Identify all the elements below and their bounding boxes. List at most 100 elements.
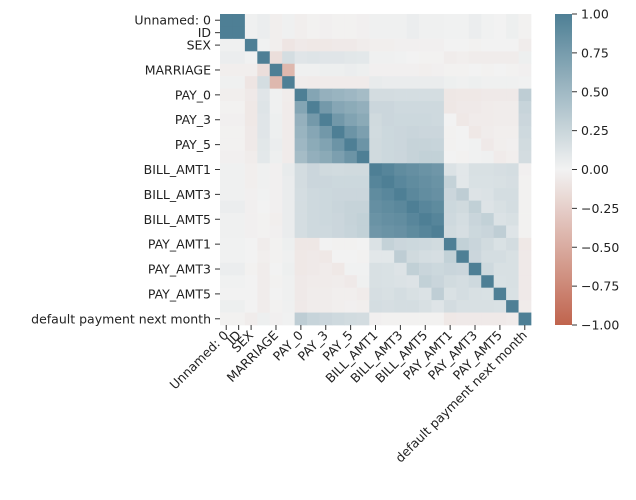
heatmap-cell [356,125,370,139]
heatmap-cell [443,300,457,313]
heatmap-cell [443,26,457,40]
heatmap-cell [481,312,495,326]
heatmap-cell [356,150,370,164]
heatmap-cell [294,88,308,102]
heatmap-cell [419,88,432,102]
heatmap-cell [331,213,345,226]
y-tick-label: BILL_AMT5 [144,212,211,227]
heatmap-cell [394,237,407,251]
heatmap-cell [381,51,395,65]
heatmap-cell [468,213,482,226]
heatmap-cell [493,237,507,251]
heatmap-cell [381,188,395,201]
heatmap-cell [493,287,507,301]
heatmap-cell [394,312,407,326]
heatmap-cell [431,14,445,27]
heatmap-cell [431,38,445,52]
heatmap-cell [244,14,258,27]
heatmap-cell [319,300,333,313]
heatmap-cell [443,76,457,89]
heatmap-cell [356,250,370,264]
heatmap-cell [394,26,407,40]
heatmap-cell [468,88,482,102]
heatmap-cell [307,113,320,127]
heatmap-cell [344,237,358,251]
heatmap-cell [481,275,495,289]
heatmap-cell [381,26,395,40]
heatmap-cell [244,163,258,177]
heatmap-cell [443,14,457,27]
heatmap-cell [468,101,482,114]
heatmap-cell [344,26,358,40]
heatmap-cell [344,88,358,102]
heatmap-cell [443,250,457,264]
heatmap-cell [220,76,233,89]
heatmap-cell [481,250,495,264]
heatmap-cell [356,138,370,152]
heatmap-cell [394,275,407,289]
x-axis-tick-labels: Unnamed: 0IDSEXMARRIAGEPAY_0PAY_3PAY_5BI… [167,325,530,465]
heatmap-cell [506,275,519,289]
heatmap-cell [356,76,370,89]
heatmap-cell [468,138,482,152]
y-tick-label: PAY_0 [175,87,211,102]
heatmap-cell [220,88,233,102]
heatmap-cell [419,237,432,251]
heatmap-cell [356,175,370,189]
heatmap-cell [319,88,333,102]
heatmap-cell [294,51,308,65]
heatmap-cell [294,300,308,313]
heatmap-cell [493,163,507,177]
heatmap-cell [493,138,507,152]
heatmap-cell [294,287,308,301]
heatmap-cell [307,312,320,326]
heatmap-cell [518,125,532,139]
heatmap-cell [406,76,420,89]
heatmap-cell [381,312,395,326]
heatmap-cell [344,14,358,27]
heatmap-cell [282,213,295,226]
colorbar-tick-label: 1.00 [581,7,609,22]
heatmap-cell [406,312,420,326]
heatmap-cell [282,237,295,251]
heatmap-cell [381,76,395,89]
heatmap-cell [456,26,470,40]
heatmap-cell [356,225,370,239]
heatmap-cell [518,88,532,102]
heatmap-cell [356,237,370,251]
heatmap-cell [518,188,532,201]
heatmap-cell [220,138,233,152]
heatmap-cell [294,14,308,27]
heatmap-cell [419,150,432,164]
heatmap-cell [506,88,519,102]
heatmap-cell [419,125,432,139]
heatmap-cell [369,63,383,77]
heatmap-cell [220,200,233,214]
heatmap-cell [319,76,333,89]
heatmap-cell [456,163,470,177]
heatmap-cell [406,213,420,226]
heatmap-cell [456,237,470,251]
heatmap-cell [331,138,345,152]
heatmap-cell [307,63,320,77]
heatmap-cell [232,163,246,177]
heatmap-cell [331,312,345,326]
heatmap-cell [468,312,482,326]
heatmap-cell [518,163,532,177]
colorbar-tick-label: −1.00 [581,318,619,333]
heatmap-cell [307,287,320,301]
heatmap-cell [506,213,519,226]
heatmap-cell [232,188,246,201]
heatmap-cell [468,200,482,214]
heatmap-cell [220,262,233,276]
heatmap-cell [431,163,445,177]
heatmap-cell [443,38,457,52]
heatmap-cell [406,51,420,65]
heatmap-cell [443,312,457,326]
heatmap-cell [244,188,258,201]
heatmap-cell [518,14,532,27]
heatmap-cell [394,138,407,152]
heatmap-cell [468,150,482,164]
heatmap-cell [269,63,283,77]
heatmap-cell [481,150,495,164]
